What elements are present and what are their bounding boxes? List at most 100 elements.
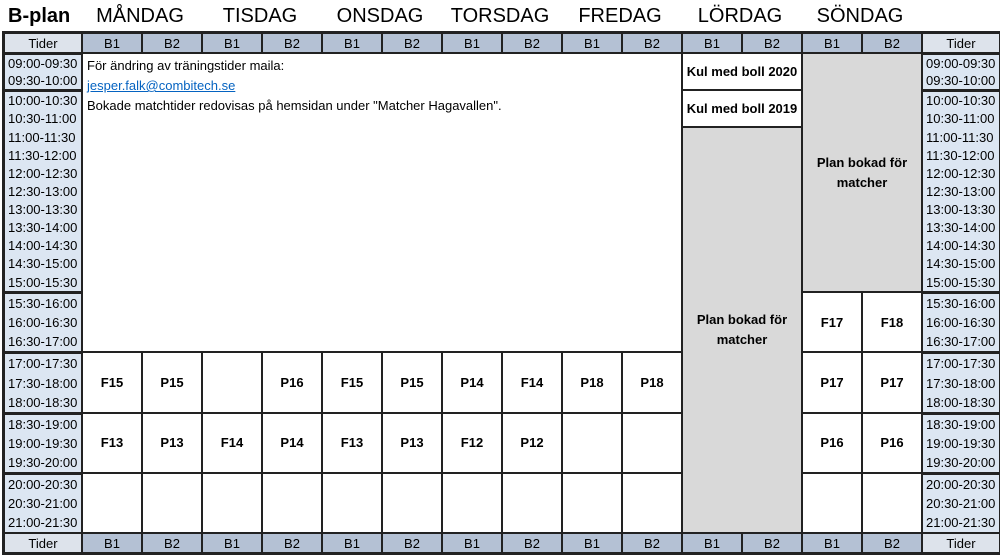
time-slot: 20:00-20:30: [923, 474, 999, 495]
slot-cell: P18: [622, 352, 682, 413]
email-link[interactable]: jesper.falk@combitech.se: [87, 78, 236, 93]
time-slot: 17:00-17:30: [923, 354, 999, 374]
plan-title: B-plan: [8, 5, 71, 27]
tider-header: Tider: [922, 33, 1000, 53]
day-header-3: TORSDAG: [450, 5, 550, 27]
time-slot: 18:30-19:00: [5, 414, 81, 434]
slot-cell: [862, 472, 922, 534]
note-line: Bokade matchtider redovisas på hemsidan …: [87, 98, 502, 113]
time-group: 17:00-17:30 17:30-18:00 18:00-18:30: [4, 352, 82, 413]
time-slot: 19:30-20:00: [5, 452, 81, 472]
time-slot: 14:00-14:30: [5, 236, 81, 255]
slot-cell: F15: [82, 352, 142, 413]
field-header-b1: B1: [82, 33, 142, 53]
field-header-b2: B2: [862, 533, 922, 554]
time-group: 18:30-19:00 19:00-19:30 19:30-20:00: [4, 412, 82, 473]
time-slot: 16:30-17:00: [5, 332, 81, 352]
slot-cell: F15: [322, 352, 382, 413]
field-header-b2: B2: [142, 533, 202, 554]
field-header-b2: B2: [262, 33, 322, 53]
slot-cell: F13: [82, 412, 142, 473]
slot-cell: F13: [322, 412, 382, 473]
field-header-b2: B2: [622, 33, 682, 53]
slot-cell: F14: [502, 352, 562, 413]
time-slot: 16:00-16:30: [923, 313, 999, 333]
note-line: För ändring av träningstider maila:: [87, 58, 285, 73]
time-slot: 19:30-20:00: [923, 452, 999, 472]
time-slot: 14:30-15:00: [923, 254, 999, 274]
field-header-b1: B1: [682, 33, 742, 53]
slot-cell: [622, 472, 682, 534]
time-group: 20:00-20:30 20:30-21:00 21:00-21:30: [922, 472, 1000, 534]
time-slot: 16:30-17:00: [923, 332, 999, 352]
field-header-b1: B1: [82, 533, 142, 554]
slot-cell: P18: [562, 352, 622, 413]
day-header-5: LÖRDAG: [697, 5, 783, 27]
time-slot: 19:00-19:30: [5, 433, 81, 453]
lordag-booked: Plan bokad för matcher: [682, 126, 802, 534]
time-group: 20:00-20:30 20:30-21:00 21:00-21:30: [4, 472, 82, 534]
time-slot: 10:00-10:30: [923, 91, 999, 110]
title-row: B-plan MÅNDAG TISDAG ONSDAG TORSDAG FREDAG LÖ…: [0, 2, 1000, 30]
time-slot: 15:30-16:00: [923, 294, 999, 314]
time-slot: 14:00-14:30: [923, 236, 999, 255]
field-header-b1: B1: [322, 533, 382, 554]
time-slot: 18:00-18:30: [5, 392, 81, 412]
time-slot: 10:30-11:00: [923, 109, 999, 129]
slot-cell: F14: [202, 412, 262, 473]
slot-cell: P16: [802, 412, 862, 473]
slot-cell: P13: [142, 412, 202, 473]
time-slot: 10:30-11:00: [5, 109, 81, 129]
field-header-b2: B2: [862, 33, 922, 53]
slot-cell: [82, 472, 142, 534]
slot-cell: [622, 412, 682, 473]
slot-cell: [322, 472, 382, 534]
slot-cell: [562, 472, 622, 534]
slot-cell: [442, 472, 502, 534]
time-slot: 11:30-12:00: [5, 146, 81, 165]
slot-cell: P14: [262, 412, 322, 473]
slot-cell: [562, 412, 622, 473]
time-slot: 09:30-10:00: [923, 71, 999, 89]
field-header-b2: B2: [382, 33, 442, 53]
time-slot: 17:30-18:00: [5, 373, 81, 393]
time-slot: 17:00-17:30: [5, 354, 81, 374]
slot-cell: P13: [382, 412, 442, 473]
time-slot: 09:30-10:00: [5, 71, 81, 89]
field-header-b2: B2: [742, 33, 802, 53]
field-header-b1: B1: [562, 33, 622, 53]
time-group: 09:00-09:30 09:30-10:00: [922, 53, 1000, 90]
kul-med-boll-2020: Kul med boll 2020: [682, 53, 802, 90]
slot-cell: F12: [442, 412, 502, 473]
time-group: 15:30-16:00 16:00-16:30 16:30-17:00: [922, 292, 1000, 353]
field-header-b2: B2: [262, 533, 322, 554]
time-slot: 09:00-09:30: [5, 55, 81, 72]
field-header-b1: B1: [802, 533, 862, 554]
slot-cell: [382, 472, 442, 534]
time-slot: 12:30-13:00: [923, 182, 999, 201]
time-slot: 10:00-10:30: [5, 91, 81, 110]
field-header-b2: B2: [142, 33, 202, 53]
time-slot: 11:30-12:00: [923, 146, 999, 165]
time-slot: 15:00-15:30: [5, 273, 81, 292]
slot-cell: P15: [382, 352, 442, 413]
time-slot: 18:00-18:30: [923, 392, 999, 412]
tider-header: Tider: [922, 533, 1000, 554]
time-group: 10:00-10:30 10:30-11:00 11:00-11:30 11:30-1…: [4, 89, 82, 293]
time-slot: 15:00-15:30: [923, 273, 999, 292]
field-header-b1: B1: [562, 533, 622, 554]
field-header-b1: B1: [442, 533, 502, 554]
slot-cell: [262, 472, 322, 534]
time-slot: 13:00-13:30: [5, 200, 81, 219]
day-header-6: SÖNDAG: [816, 5, 904, 27]
slot-cell: P17: [802, 352, 862, 413]
time-slot: 21:00-21:30: [5, 513, 81, 533]
time-slot: 20:00-20:30: [5, 474, 81, 495]
time-slot: 11:00-11:30: [5, 128, 81, 147]
day-header-2: ONSDAG: [336, 5, 424, 27]
time-slot: 13:30-14:00: [5, 218, 81, 237]
day-header-0: MÅNDAG: [96, 5, 184, 27]
slot-cell: [202, 352, 262, 413]
slot-cell: P17: [862, 352, 922, 413]
time-slot: 09:00-09:30: [923, 55, 999, 72]
